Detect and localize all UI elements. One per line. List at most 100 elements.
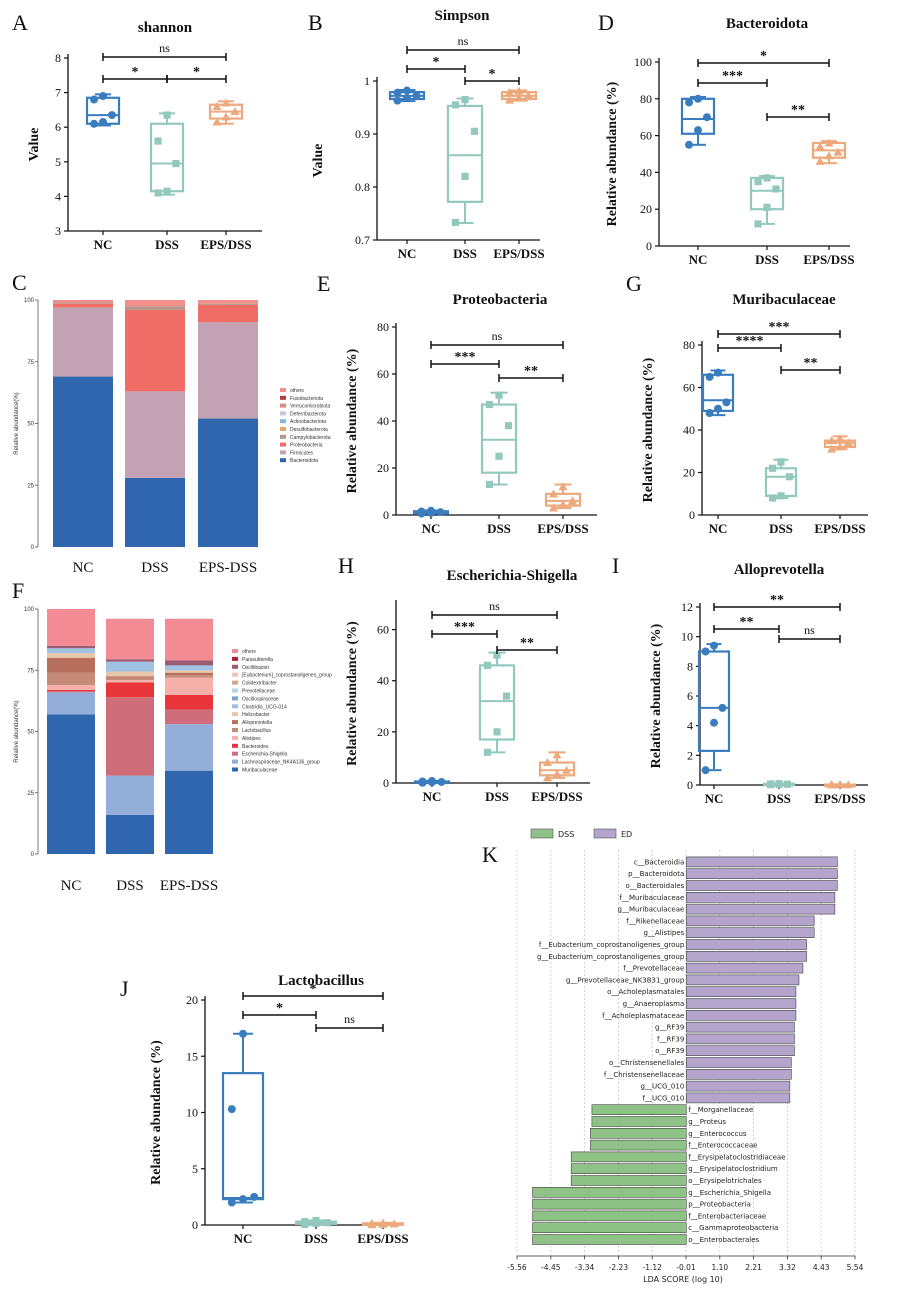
- panel-k-bar: [590, 1128, 687, 1139]
- panel-k-x-tick-label: -1.12: [642, 1263, 662, 1272]
- panel-d-point: [833, 147, 843, 156]
- panel-c-bar-segment: [125, 300, 185, 307]
- panel-k-bar: [686, 880, 838, 891]
- panel-k-letter: K: [482, 842, 498, 867]
- panel-g-title: Muribaculaceae: [732, 292, 836, 308]
- panel-k-x-tick-label: -4.45: [541, 1263, 561, 1272]
- panel-f-bar-segment: [106, 661, 154, 672]
- panel-e-point: [427, 506, 435, 515]
- panel-k-bar-label: c__Gammaproteobacteria: [688, 1224, 778, 1232]
- panel-f-legend-label: Oscillibacter: [242, 665, 270, 671]
- panel-k-bar-label: g__RF39: [655, 1024, 684, 1032]
- panel-f-bar-segment: [165, 770, 213, 854]
- panel-f-y-tick-label: 50: [27, 730, 34, 736]
- panel-h-y-tick-label: 20: [377, 725, 389, 739]
- panel-k-bar: [686, 1009, 797, 1021]
- panel-j-point: [301, 1218, 309, 1226]
- panel-h-point: [552, 750, 562, 759]
- panel-k-bar-label: f__Enterococcaceae: [688, 1142, 757, 1150]
- panel-k-x-tick-label: -3.34: [575, 1263, 595, 1272]
- panel-i-point: [783, 780, 791, 788]
- panel-k-bar-label: f__Rikenellaceae: [626, 917, 684, 925]
- panel-a-point: [154, 189, 162, 197]
- panel-c-letter: C: [12, 270, 27, 295]
- panel-c-legend-swatch: [280, 458, 286, 463]
- panel-b-box-1: [446, 104, 484, 203]
- panel-f-legend-label: Alloprevotella: [242, 720, 272, 726]
- panel-f-legend-swatch: [232, 735, 238, 740]
- panel-g-y-tick-label: 60: [683, 381, 695, 395]
- panel-c-bar-segment: [198, 418, 258, 547]
- panel-b-y-tick-label: 0.7: [355, 233, 370, 247]
- panel-c-bar-segment: [53, 376, 113, 547]
- panel-f-legend-label: Lactobacillus: [242, 728, 271, 734]
- panel-b-point: [403, 93, 411, 102]
- panel-c-legend-swatch: [280, 388, 286, 392]
- panel-h-sig-label: ***: [454, 620, 475, 635]
- panel-b-point: [451, 218, 460, 227]
- panel-f-legend-swatch: [232, 728, 238, 732]
- panel-a-y-tick-label: 7: [55, 86, 61, 100]
- panel-a-x-label-0: NC: [94, 237, 113, 252]
- panel-k-x-tick-label: 2.21: [745, 1263, 762, 1272]
- panel-g-point: [714, 404, 722, 413]
- panel-b-point: [504, 88, 514, 97]
- panel-k-bar-label: p__Proteobacteria: [688, 1201, 751, 1209]
- panel-k-x-tick-label: 5.54: [847, 1263, 864, 1272]
- panel-f-bar-segment: [106, 697, 154, 776]
- panel-f-legend-label: Lachnospiraceae_NK4A136_group: [242, 760, 320, 766]
- panel-c-bar-segment: [198, 322, 258, 419]
- panel-b-point: [403, 86, 411, 95]
- panel-h-point: [552, 769, 562, 778]
- panel-a-title: shannon: [138, 20, 193, 36]
- panel-e-point: [558, 499, 568, 508]
- panel-f-bar-segment: [47, 658, 95, 673]
- panel-b-point: [461, 95, 469, 104]
- panel-b-point: [524, 90, 534, 99]
- panel-h-x-label-0: NC: [423, 789, 442, 804]
- panel-e-title: Proteobacteria: [453, 292, 548, 308]
- panel-c-legend-swatch: [280, 403, 286, 408]
- panel-k-bar-label: o__Erysipelotrichales: [688, 1177, 762, 1185]
- panel-k-bar: [591, 1116, 687, 1127]
- panel-a-sig-label: ns: [159, 41, 170, 55]
- panel-d-point: [763, 174, 771, 182]
- panel-j-y-label: Relative abundance (%): [149, 1040, 164, 1185]
- panel-e-y-tick-label: 60: [377, 367, 389, 381]
- panel-c-bar-segment: [198, 300, 258, 304]
- panel-h-box-1: [478, 664, 516, 741]
- panel-f-legend-swatch: [232, 720, 238, 725]
- panel-f-y-tick-label: 25: [27, 791, 34, 797]
- panel-c-legend-label: Proteobacteria: [290, 443, 323, 449]
- panel-i-y-tick-label: 0: [687, 778, 693, 792]
- panel-g-point: [705, 372, 714, 381]
- panel-h-y-tick-label: 60: [377, 623, 389, 637]
- panel-f-legend-swatch: [232, 751, 238, 756]
- panel-j-point: [239, 1029, 247, 1038]
- panel-e-sig-label: **: [524, 364, 538, 379]
- panel-k-bar: [686, 974, 800, 986]
- panel-a-point: [99, 118, 107, 127]
- panel-k-bar-label: f__Eubacterium_coprostanoligenes_group: [539, 941, 685, 949]
- panel-d-point: [685, 140, 694, 149]
- panel-e-letter: E: [317, 271, 330, 296]
- panel-k-bar-label: o__RF39: [655, 1047, 684, 1055]
- panel-c-bar-segment: [53, 302, 113, 304]
- panel-f-legend-swatch: [232, 743, 238, 748]
- panel-k-bar: [686, 915, 815, 927]
- panel-e-x-label-1: DSS: [487, 521, 511, 536]
- panel-g-sig-label: **: [804, 356, 818, 371]
- panel-k-bar-label: f__Acholeplasmataceae: [602, 1012, 684, 1020]
- panel-k-x-tick-label: -2.23: [609, 1263, 629, 1272]
- panel-g-y-tick-label: 0: [689, 508, 695, 522]
- panel-f-legend-label: [Eubacterium]_coprostanoligenes_group: [242, 673, 332, 679]
- panel-f-legend-swatch: [232, 680, 238, 685]
- panel-i-point: [767, 780, 775, 788]
- panel-j-point: [323, 1219, 331, 1227]
- panel-c-y-tick-label: 25: [27, 483, 34, 489]
- panel-a-box-1: [149, 122, 185, 193]
- panel-k-bar: [686, 856, 838, 868]
- panel-h-point: [493, 728, 501, 736]
- panel-i-point: [775, 780, 783, 788]
